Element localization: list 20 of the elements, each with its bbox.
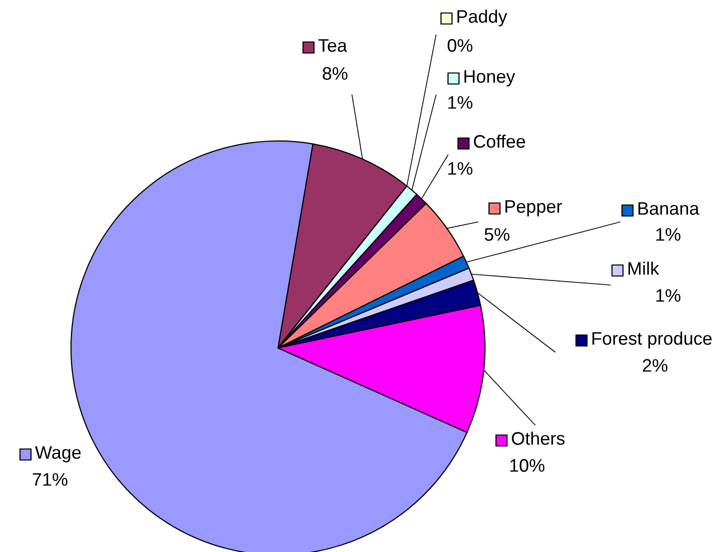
legend-label: Coffee [474,134,526,148]
data-label: 8% [322,67,348,80]
legend-label: Milk [628,262,660,275]
legend-label: Forest produce [592,332,712,348]
legend-label: Tea [318,39,348,52]
data-label: 1% [656,228,680,241]
legend-label: Banana [638,202,700,215]
legend-label: Pepper [505,200,562,216]
data-label: 1% [448,96,472,109]
data-label: 1% [656,289,680,302]
data-label: 5% [484,228,510,241]
text: 0% [448,39,472,52]
legend-label: Others [512,432,565,445]
legend-label: Wage [35,446,81,462]
data-label: 10% [510,459,544,472]
legend-label: Honey [464,70,516,86]
data-label: 2% [642,359,668,372]
data-label: 71% [32,473,68,486]
data-label: 1% [448,162,472,175]
legend-label: Paddy [457,10,508,26]
